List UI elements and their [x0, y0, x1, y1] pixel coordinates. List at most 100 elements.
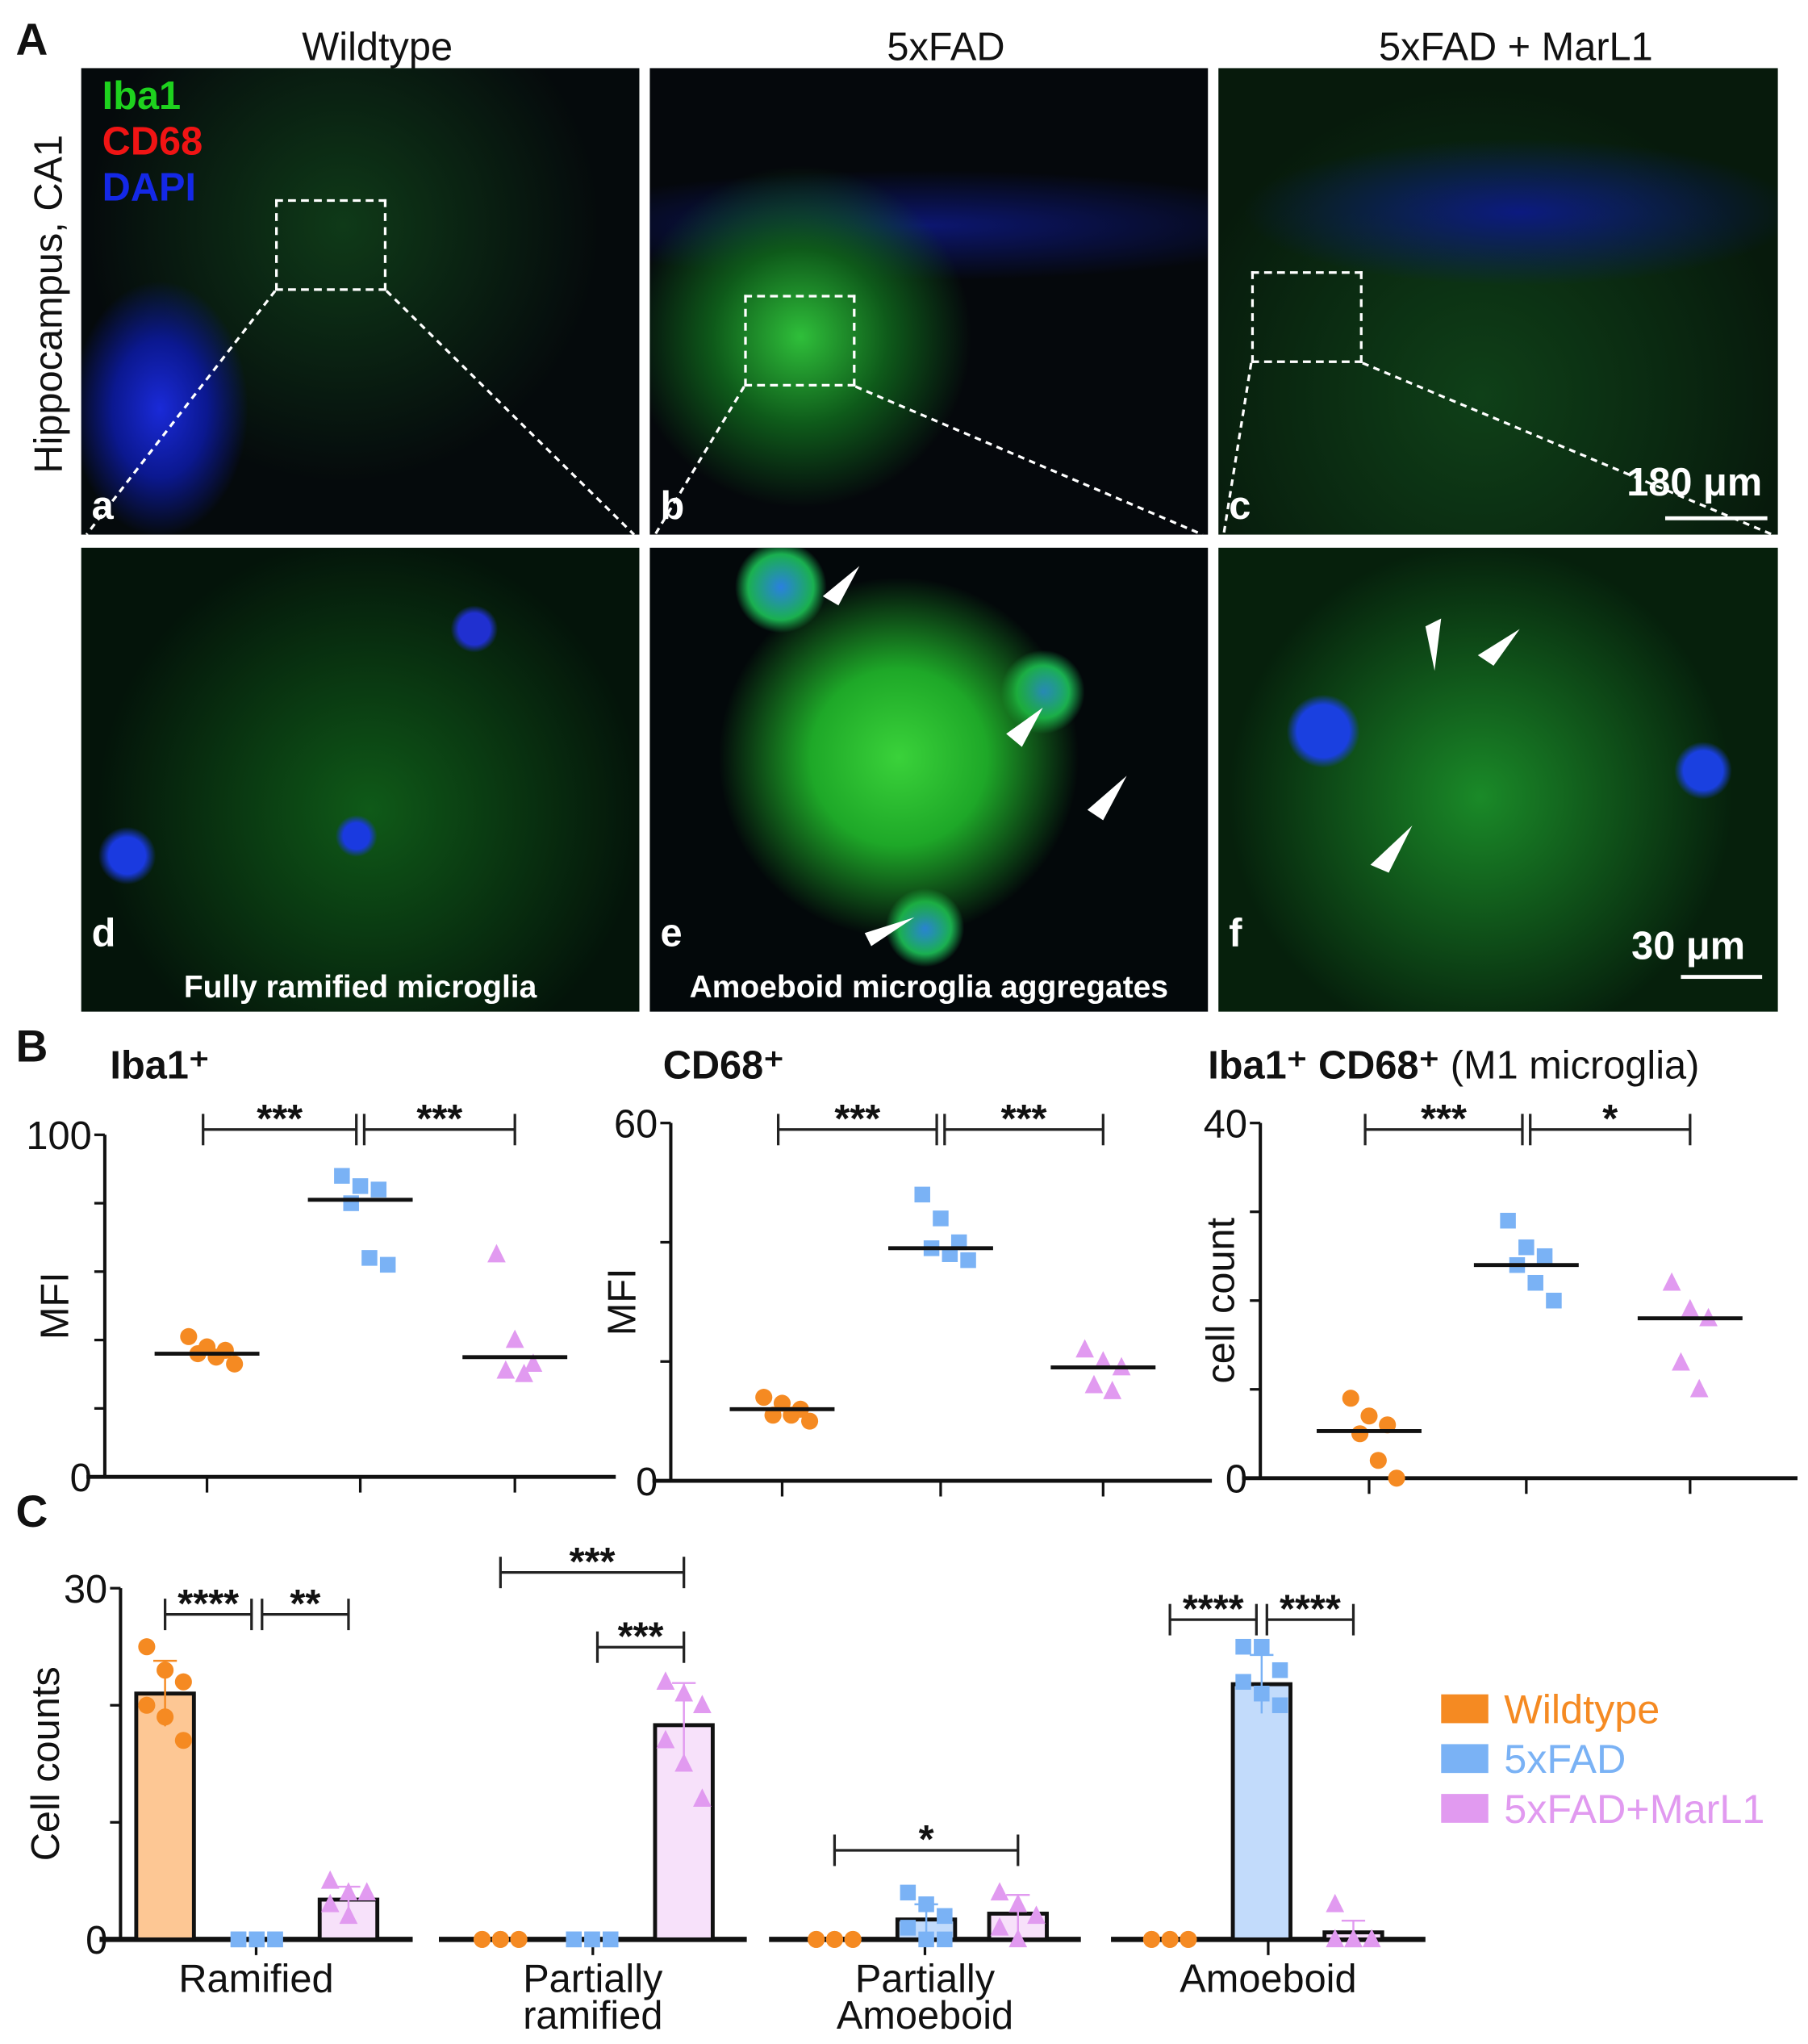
- significance-label: ***: [257, 1097, 303, 1141]
- data-point: [1362, 1929, 1381, 1948]
- caption-e: Amoeboid microglia aggregates: [689, 969, 1169, 1005]
- scale-bar-30: [1681, 975, 1763, 980]
- data-point-5xfadmarl1: [1662, 1272, 1681, 1291]
- data-point: [1008, 1893, 1028, 1912]
- data-point: [1271, 1697, 1288, 1713]
- data-point-5xfad: [1518, 1239, 1535, 1256]
- data-point: [900, 1920, 917, 1936]
- data-point-wildtype: [801, 1412, 819, 1430]
- significance-label: ***: [570, 1540, 616, 1584]
- legend-label: Wildtype: [1504, 1686, 1660, 1733]
- chart-title-m1: Iba1⁺ CD68⁺ (M1 microglia): [1208, 1043, 1699, 1089]
- data-point: [1271, 1662, 1288, 1678]
- legend-swatch: [1441, 1794, 1489, 1823]
- data-point: [693, 1788, 712, 1808]
- scale-bar-label-30: 30 μm: [1631, 925, 1746, 969]
- chart-title-iba1: Iba1⁺: [110, 1044, 210, 1088]
- significance-label: ****: [177, 1582, 239, 1626]
- category-label: Partially: [855, 1957, 996, 2000]
- zoom-box: [744, 295, 856, 387]
- data-point: [693, 1695, 712, 1713]
- data-point-5xfadmarl1: [1689, 1378, 1709, 1398]
- legend-item-wildtype: Wildtype: [1441, 1685, 1764, 1735]
- data-point-wildtype: [1360, 1407, 1378, 1425]
- data-point-5xfadmarl1: [524, 1353, 543, 1373]
- category-label: Ramified: [178, 1957, 333, 2000]
- data-point-5xfadmarl1: [1075, 1339, 1094, 1358]
- data-point: [1235, 1674, 1251, 1690]
- data-point: [357, 1882, 377, 1901]
- data-point-5xfad: [1536, 1248, 1553, 1264]
- y-tick-label: 40: [1204, 1103, 1247, 1147]
- micrograph-a-wildtype: Iba1 CD68 DAPI a: [81, 68, 640, 535]
- legend-label: 5xFAD: [1504, 1736, 1626, 1783]
- data-point: [918, 1931, 934, 1948]
- y-axis-label: MFI: [33, 1272, 77, 1340]
- data-point: [510, 1930, 528, 1948]
- micrograph-b-5xfad: b: [649, 68, 1209, 535]
- data-point-wildtype: [180, 1327, 198, 1345]
- data-point: [138, 1638, 156, 1656]
- data-point: [937, 1908, 953, 1925]
- y-tick-label: 0: [1226, 1458, 1247, 1502]
- data-point: [320, 1870, 340, 1889]
- significance-label: ***: [834, 1097, 880, 1141]
- data-point-5xfad: [379, 1256, 396, 1273]
- data-point-wildtype: [1342, 1390, 1359, 1407]
- data-point-wildtype: [226, 1355, 244, 1373]
- data-point: [491, 1930, 509, 1948]
- sub-label-f: f: [1229, 912, 1242, 955]
- data-point: [1344, 1929, 1363, 1948]
- data-point-5xfad: [343, 1195, 359, 1211]
- data-point-5xfadmarl1: [1103, 1381, 1122, 1399]
- data-point-wildtype: [1388, 1469, 1405, 1487]
- sub-label-c: c: [1229, 484, 1251, 529]
- zoom-box: [1251, 271, 1363, 363]
- data-point: [157, 1662, 174, 1679]
- data-point-wildtype: [207, 1348, 225, 1366]
- significance-label: ****: [1280, 1587, 1341, 1631]
- data-point-5xfadmarl1: [1672, 1352, 1690, 1371]
- data-point-5xfad: [1527, 1274, 1543, 1291]
- data-point: [1027, 1905, 1046, 1925]
- scale-bar-180: [1664, 516, 1768, 520]
- category-label: ramified: [523, 1994, 662, 2038]
- arrowhead-icons: [822, 566, 1520, 947]
- legend-label: 5xFAD+MarL1: [1504, 1786, 1765, 1833]
- data-point-5xfadmarl1: [505, 1329, 524, 1348]
- data-point: [674, 1753, 694, 1772]
- significance-label: ****: [1183, 1587, 1244, 1631]
- data-point-5xfadmarl1: [515, 1363, 533, 1382]
- data-point-5xfad: [1546, 1292, 1562, 1309]
- data-point-5xfadmarl1: [1681, 1298, 1700, 1318]
- chart-title-cd68: CD68⁺: [662, 1044, 784, 1088]
- data-point: [584, 1931, 600, 1948]
- data-point: [900, 1884, 917, 1901]
- data-point: [1161, 1930, 1179, 1948]
- legend-item-5xfad: 5xFAD: [1441, 1735, 1764, 1785]
- significance-label: ***: [1421, 1097, 1467, 1141]
- data-point: [1326, 1893, 1345, 1912]
- y-tick-label: 0: [636, 1461, 658, 1504]
- significance-label: *: [919, 1818, 934, 1862]
- data-point: [990, 1917, 1009, 1936]
- data-point: [1008, 1929, 1028, 1948]
- panel-letter-b: B: [15, 1022, 48, 1072]
- panel-letter-c: C: [15, 1487, 48, 1537]
- y-tick-label: 0: [70, 1457, 92, 1500]
- significance-label: **: [290, 1582, 320, 1626]
- data-point: [1180, 1930, 1197, 1948]
- data-point-5xfadmarl1: [487, 1244, 506, 1263]
- data-point-5xfadmarl1: [496, 1360, 516, 1379]
- data-point: [320, 1893, 340, 1912]
- significance-label: ***: [618, 1615, 664, 1658]
- data-point-5xfad: [361, 1250, 378, 1266]
- panel-letter-a: A: [15, 15, 48, 66]
- data-point-wildtype: [1351, 1425, 1369, 1443]
- category-label: Amoeboid: [837, 1994, 1013, 2038]
- column-title-wildtype: Wildtype: [302, 26, 453, 70]
- category-label: Amoeboid: [1180, 1957, 1356, 2000]
- legend: Wildtype 5xFAD 5xFAD+MarL1: [1441, 1685, 1764, 1834]
- data-point-wildtype: [1369, 1452, 1387, 1469]
